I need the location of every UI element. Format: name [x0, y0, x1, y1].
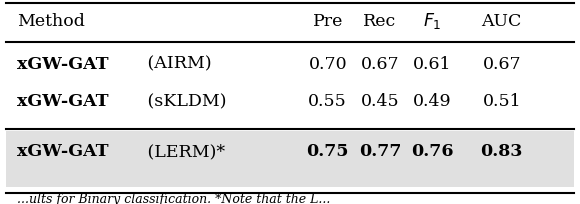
Text: 0.77: 0.77	[358, 143, 401, 161]
Text: 0.55: 0.55	[309, 93, 347, 111]
Text: 0.67: 0.67	[361, 56, 399, 73]
Text: xGW-GAT: xGW-GAT	[17, 56, 109, 73]
Text: $F_1$: $F_1$	[423, 11, 441, 31]
Text: 0.45: 0.45	[361, 93, 399, 111]
Text: xGW-GAT: xGW-GAT	[17, 93, 109, 111]
Text: ...ults for Binary classification. *Note that the L...: ...ults for Binary classification. *Note…	[17, 193, 331, 204]
Text: 0.49: 0.49	[413, 93, 451, 111]
Text: xGW-GAT: xGW-GAT	[17, 143, 109, 161]
Text: (sKLDM): (sKLDM)	[142, 93, 227, 111]
Text: 0.83: 0.83	[480, 143, 523, 161]
Text: Rec: Rec	[363, 13, 397, 30]
Text: Method: Method	[17, 13, 85, 30]
Text: 0.51: 0.51	[483, 93, 521, 111]
Text: 0.67: 0.67	[483, 56, 521, 73]
FancyBboxPatch shape	[6, 131, 574, 187]
Text: 0.61: 0.61	[413, 56, 451, 73]
Text: Pre: Pre	[313, 13, 343, 30]
Text: (LERM)*: (LERM)*	[142, 143, 225, 161]
Text: 0.70: 0.70	[309, 56, 347, 73]
Text: AUC: AUC	[481, 13, 522, 30]
Text: (AIRM): (AIRM)	[142, 56, 212, 73]
Text: 0.75: 0.75	[306, 143, 349, 161]
Text: 0.76: 0.76	[411, 143, 454, 161]
